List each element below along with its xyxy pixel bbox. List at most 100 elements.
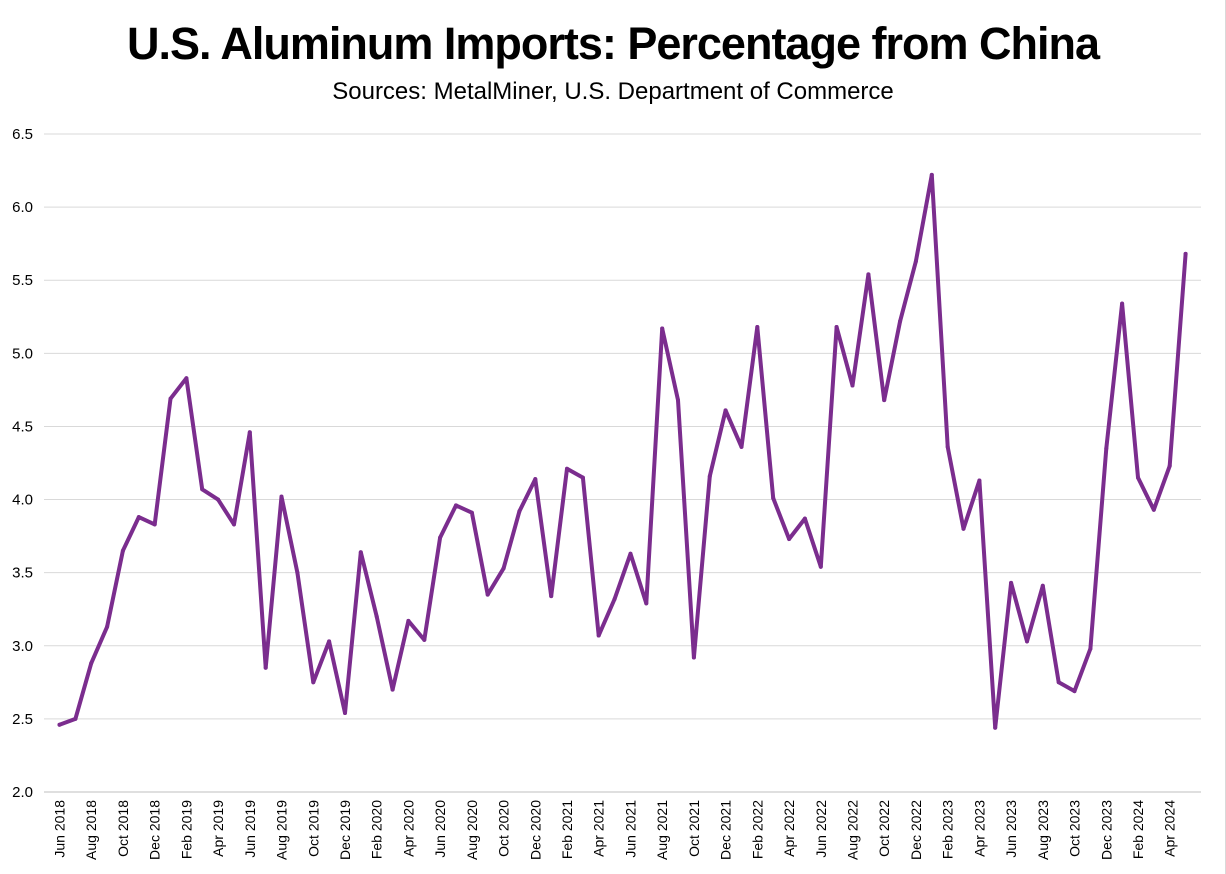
x-tick-label-dec-2022: Dec 2022	[908, 800, 924, 860]
x-tick-label-oct-2019: Oct 2019	[305, 800, 321, 857]
x-tick-label-jun-2018: Jun 2018	[52, 800, 68, 858]
x-tick-label-apr-2022: Apr 2022	[781, 800, 797, 857]
data-point-oct-2019	[311, 680, 316, 685]
data-point-jun-2020	[438, 535, 443, 540]
data-point-dec-2022	[913, 259, 918, 264]
data-point-nov-2023	[1088, 646, 1093, 651]
y-tick-label-2-5: 2.5	[12, 711, 33, 728]
x-tick-label-aug-2020: Aug 2020	[464, 800, 480, 860]
data-point-sep-2020	[485, 592, 490, 597]
data-point-jan-2024	[1120, 301, 1125, 306]
data-point-sep-2021	[676, 398, 680, 403]
data-point-jun-2018	[57, 722, 62, 727]
data-point-apr-2023	[977, 478, 982, 483]
x-tick-label-oct-2020: Oct 2020	[496, 800, 512, 857]
data-point-nov-2021	[707, 474, 712, 479]
x-tick-label-jun-2022: Jun 2022	[813, 800, 829, 858]
data-point-may-2023	[993, 725, 998, 730]
x-tick-label-jun-2023: Jun 2023	[1003, 800, 1019, 858]
data-point-may-2020	[422, 637, 427, 642]
data-point-jan-2019	[168, 396, 173, 401]
x-tick-label-aug-2022: Aug 2022	[845, 800, 861, 860]
data-point-aug-2023	[1040, 583, 1045, 588]
y-tick-label-6-5: 6.5	[12, 126, 33, 143]
y-tick-label-5-0: 5.0	[12, 345, 33, 362]
x-tick-label-dec-2021: Dec 2021	[718, 800, 734, 860]
data-point-aug-2021	[660, 326, 665, 331]
x-tick-label-aug-2023: Aug 2023	[1035, 800, 1051, 860]
x-tick-label-apr-2023: Apr 2023	[971, 800, 987, 857]
chart-subtitle: Sources: MetalMiner, U.S. Department of …	[332, 78, 894, 105]
x-tick-label-feb-2019: Feb 2019	[178, 800, 194, 859]
data-point-may-2022	[802, 516, 807, 521]
x-tick-label-oct-2023: Oct 2023	[1067, 800, 1083, 857]
x-tick-label-dec-2018: Dec 2018	[147, 800, 163, 860]
data-point-jul-2022	[834, 325, 839, 329]
x-tick-label-jun-2020: Jun 2020	[432, 800, 448, 858]
data-point-oct-2023	[1072, 689, 1077, 694]
data-point-oct-2020	[501, 566, 506, 571]
data-point-dec-2020	[533, 477, 538, 482]
data-point-feb-2023	[945, 444, 950, 449]
x-tick-label-dec-2019: Dec 2019	[337, 800, 353, 860]
data-point-mar-2019	[200, 487, 205, 492]
data-point-jan-2022	[739, 444, 744, 449]
data-point-oct-2018	[120, 548, 125, 553]
x-tick-label-apr-2024: Apr 2024	[1162, 800, 1178, 857]
data-point-mar-2022	[771, 496, 776, 501]
x-tick-label-apr-2021: Apr 2021	[591, 800, 607, 857]
series-line-0	[57, 172, 1188, 730]
data-point-may-2021	[612, 597, 617, 601]
x-tick-label-apr-2019: Apr 2019	[210, 800, 226, 857]
y-tick-label-3-0: 3.0	[12, 638, 33, 655]
data-point-feb-2020	[374, 614, 379, 619]
x-tick-label-feb-2024: Feb 2024	[1130, 800, 1146, 859]
data-point-apr-2019	[216, 497, 221, 502]
data-point-jul-2018	[73, 716, 78, 721]
x-tick-label-apr-2020: Apr 2020	[400, 800, 416, 857]
data-point-jan-2023	[929, 172, 934, 177]
data-point-jul-2019	[263, 665, 268, 670]
data-point-sep-2023	[1056, 680, 1061, 685]
data-point-mar-2024	[1151, 507, 1156, 512]
x-tick-label-oct-2018: Oct 2018	[115, 800, 131, 857]
data-point-may-2024	[1183, 251, 1188, 256]
x-tick-label-dec-2020: Dec 2020	[527, 800, 543, 860]
x-tick-label-jun-2021: Jun 2021	[622, 800, 638, 858]
data-point-oct-2022	[882, 398, 887, 403]
x-tick-label-feb-2023: Feb 2023	[940, 800, 956, 859]
data-point-feb-2022	[755, 325, 760, 329]
data-point-jun-2022	[818, 564, 823, 569]
data-point-feb-2024	[1136, 475, 1140, 480]
data-point-dec-2018	[152, 522, 157, 527]
data-point-apr-2024	[1167, 463, 1172, 468]
data-point-feb-2021	[565, 466, 569, 471]
data-point-aug-2018	[89, 661, 94, 666]
data-point-jun-2021	[628, 551, 633, 556]
data-point-apr-2020	[406, 618, 411, 623]
data-point-jan-2020	[358, 550, 363, 555]
y-tick-label-2-0: 2.0	[12, 784, 33, 801]
x-tick-label-aug-2021: Aug 2021	[654, 800, 670, 860]
y-tick-label-6-0: 6.0	[12, 199, 33, 216]
data-point-apr-2022	[787, 537, 792, 541]
x-tick-label-aug-2019: Aug 2019	[274, 800, 290, 860]
data-point-dec-2019	[343, 711, 347, 715]
data-point-sep-2022	[866, 272, 871, 277]
x-tick-label-aug-2018: Aug 2018	[83, 800, 99, 860]
x-tick-label-feb-2021: Feb 2021	[559, 800, 575, 859]
x-tick-label-feb-2022: Feb 2022	[749, 800, 765, 859]
data-point-jan-2021	[549, 594, 554, 599]
data-point-oct-2021	[691, 655, 696, 660]
x-tick-label-oct-2022: Oct 2022	[876, 800, 892, 857]
data-point-aug-2020	[469, 510, 474, 515]
data-point-sep-2019	[295, 570, 300, 575]
data-point-nov-2019	[327, 639, 332, 644]
data-point-nov-2018	[136, 515, 141, 520]
data-point-aug-2019	[279, 494, 284, 499]
y-tick-label-3-5: 3.5	[12, 565, 33, 582]
y-tick-label-5-5: 5.5	[12, 272, 33, 289]
x-tick-label-feb-2020: Feb 2020	[369, 800, 385, 859]
data-point-mar-2021	[580, 475, 585, 480]
